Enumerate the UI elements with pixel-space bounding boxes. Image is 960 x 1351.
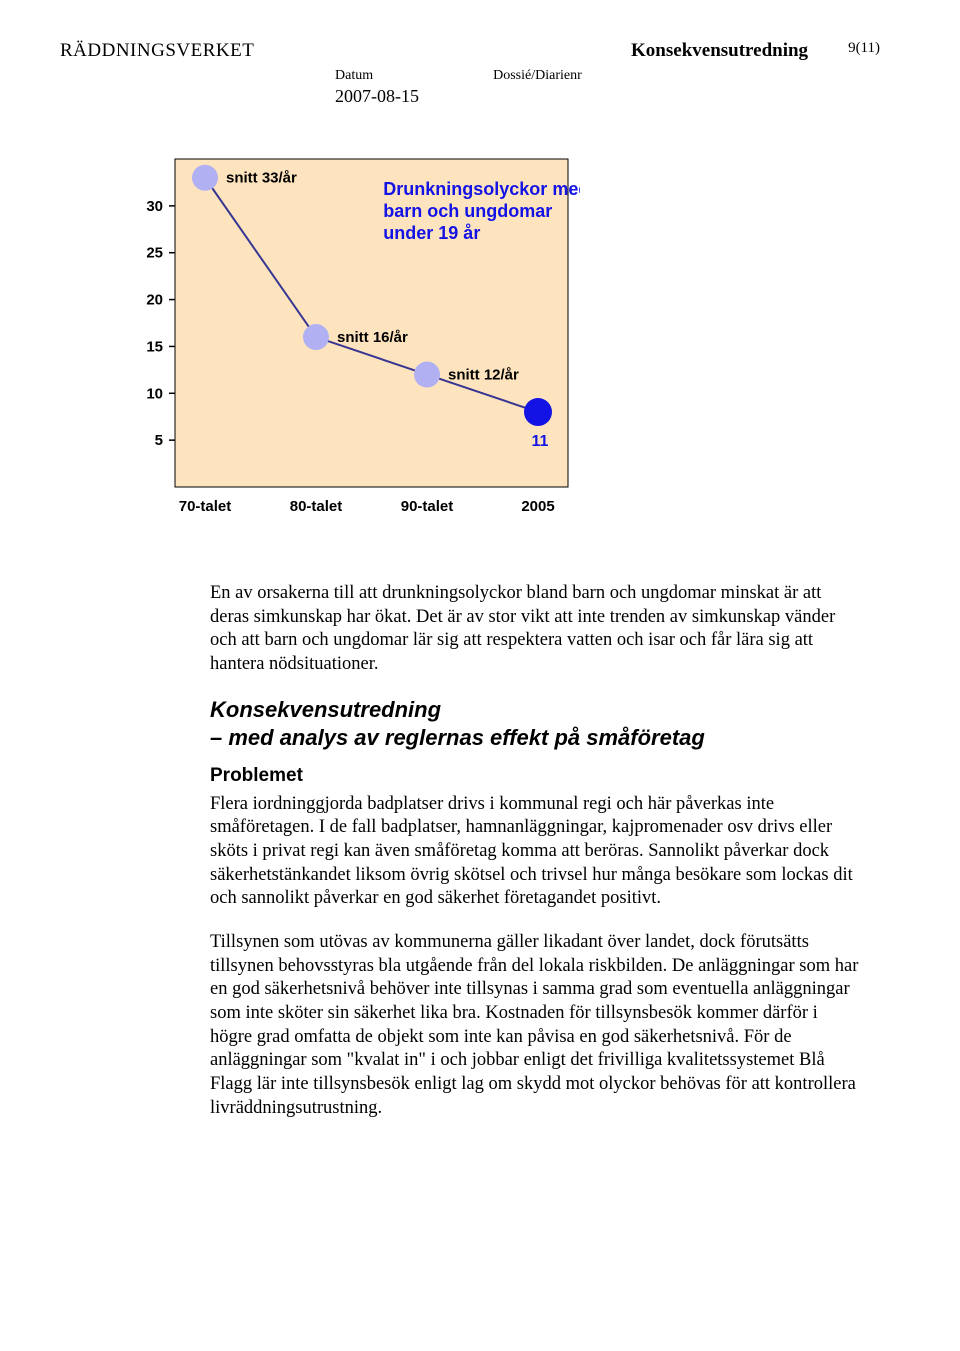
subheader: Datum Dossié/Diarienr <box>335 68 880 84</box>
svg-text:Drunkningsolyckor med: Drunkningsolyckor med <box>383 179 580 199</box>
date: 2007-08-15 <box>335 86 880 107</box>
svg-text:80-talet: 80-talet <box>290 498 343 515</box>
problemet-heading: Problemet <box>210 765 860 787</box>
section-subtitle: – med analys av reglernas effekt på småf… <box>210 725 860 751</box>
svg-text:5: 5 <box>155 432 163 449</box>
svg-text:2005: 2005 <box>521 498 554 515</box>
svg-text:10: 10 <box>146 385 163 402</box>
svg-text:25: 25 <box>146 245 163 262</box>
svg-text:70-talet: 70-talet <box>179 498 232 515</box>
svg-text:snitt 16/år: snitt 16/år <box>337 329 408 346</box>
doc-type: Konsekvensutredning <box>631 40 808 62</box>
paragraph-2: Flera iordninggjorda badplatser drivs i … <box>210 793 860 911</box>
chart-container: 5 10 15 20 25 30 70-talet 80-talet 90-talet 2005 D… <box>120 137 880 532</box>
svg-text:11: 11 <box>532 433 549 450</box>
svg-text:snitt 33/år: snitt 33/år <box>226 170 297 187</box>
svg-text:30: 30 <box>146 198 163 215</box>
page-header: RÄDDNINGSVERKET Konsekvensutredning 9(11… <box>60 40 880 62</box>
dossier-label: Dossié/Diarienr <box>493 68 582 84</box>
svg-text:under 19 år: under 19 år <box>383 223 480 243</box>
svg-text:barn och ungdomar: barn och ungdomar <box>383 201 552 221</box>
svg-text:15: 15 <box>146 338 163 355</box>
paragraph-1: En av orsakerna till att drunkningsolyck… <box>210 582 860 677</box>
drowning-chart: 5 10 15 20 25 30 70-talet 80-talet 90-talet 2005 D… <box>120 137 580 527</box>
section-title: Konsekvensutredning <box>210 697 860 723</box>
svg-text:90-talet: 90-talet <box>401 498 454 515</box>
svg-text:snitt 12/år: snitt 12/år <box>448 367 519 384</box>
svg-text:20: 20 <box>146 292 163 309</box>
agency-name: RÄDDNINGSVERKET <box>60 40 254 62</box>
paragraph-3: Tillsynen som utövas av kommunerna gälle… <box>210 931 860 1120</box>
page-number: 9(11) <box>848 40 880 57</box>
datum-label: Datum <box>335 68 373 84</box>
body-text: En av orsakerna till att drunkningsolyck… <box>210 582 860 1120</box>
header-right: Konsekvensutredning 9(11) <box>631 40 880 62</box>
